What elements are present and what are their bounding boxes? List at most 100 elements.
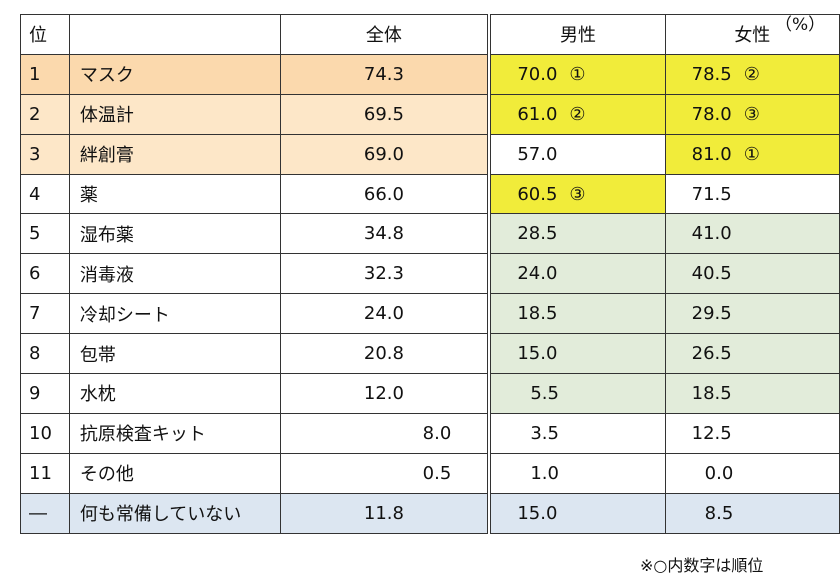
cell-rank: 10 bbox=[20, 412, 70, 454]
cell-all: 32.3 bbox=[279, 253, 490, 295]
table-row: 4 薬 66.0 60.5 ③ 71.5 bbox=[20, 173, 840, 215]
cell-rank: 4 bbox=[20, 173, 70, 215]
cell-female: 40.5 bbox=[664, 253, 840, 295]
ranking-table: 位 全体 男性 女性 1 マスク 74.3 70.0 ① 78.5 ② 2 体温計 … bbox=[20, 14, 840, 534]
cell-all: 34.8 bbox=[279, 213, 490, 255]
cell-item: 何も常備していない bbox=[68, 492, 281, 534]
cell-all: 69.5 bbox=[279, 93, 490, 135]
male-value: 5.5 bbox=[530, 382, 559, 404]
female-value: 78.0 bbox=[691, 103, 732, 125]
male-value: 15.0 bbox=[517, 502, 558, 524]
cell-male: 15.0 bbox=[487, 333, 666, 375]
table-row: 6 消毒液 32.3 24.0 40.5 bbox=[20, 253, 840, 295]
male-rank-mark: ③ bbox=[569, 183, 586, 205]
cell-male: 70.0 ① bbox=[487, 53, 666, 95]
cell-all: 20.8 bbox=[279, 333, 490, 375]
cell-rank: 7 bbox=[20, 293, 70, 335]
cell-female: 81.0 ① bbox=[664, 133, 840, 175]
male-value: 24.0 bbox=[517, 263, 558, 285]
female-value: 78.5 bbox=[691, 63, 732, 85]
header-rank: 位 bbox=[20, 14, 70, 55]
cell-female: 18.5 bbox=[664, 373, 840, 414]
table-row: 5 湿布薬 34.8 28.5 41.0 bbox=[20, 213, 840, 255]
table-row: 10 抗原検査キット 8.0 3.5 12.5 bbox=[20, 412, 840, 454]
cell-female: 29.5 bbox=[664, 293, 840, 335]
table-row: 11 その他 0.5 1.0 0.0 bbox=[20, 452, 840, 494]
header-male: 男性 bbox=[487, 14, 666, 55]
female-value: 26.5 bbox=[691, 343, 732, 365]
female-value: 18.5 bbox=[691, 382, 732, 404]
cell-item: 薬 bbox=[68, 173, 281, 215]
table-row: 9 水枕 12.0 5.5 18.5 bbox=[20, 373, 840, 414]
male-value: 61.0 bbox=[517, 103, 558, 125]
female-value: 41.0 bbox=[691, 223, 732, 245]
male-rank-mark: ② bbox=[569, 103, 586, 125]
female-value: 0.0 bbox=[704, 462, 734, 484]
cell-male: 24.0 bbox=[487, 253, 666, 295]
cell-rank: 9 bbox=[20, 373, 70, 414]
female-rank-mark: ③ bbox=[743, 103, 760, 125]
table-row: 3 絆創膏 69.0 57.0 81.0 ① bbox=[20, 133, 840, 175]
cell-male: 1.0 bbox=[487, 452, 666, 494]
cell-female: 8.5 bbox=[664, 492, 840, 534]
cell-male: 28.5 bbox=[487, 213, 666, 255]
male-value: 15.0 bbox=[517, 343, 558, 365]
table-row: 8 包帯 20.8 15.0 26.5 bbox=[20, 333, 840, 375]
cell-rank: 11 bbox=[20, 452, 70, 494]
female-rank-mark: ① bbox=[743, 143, 760, 165]
cell-rank: 3 bbox=[20, 133, 70, 175]
female-value: 12.5 bbox=[691, 422, 732, 444]
cell-all: 11.8 bbox=[279, 492, 490, 534]
header-female: 女性 bbox=[664, 14, 840, 55]
cell-rank: 6 bbox=[20, 253, 70, 295]
cell-female: 12.5 bbox=[664, 412, 840, 454]
male-value: 28.5 bbox=[517, 223, 558, 245]
table-row: 2 体温計 69.5 61.0 ② 78.0 ③ bbox=[20, 93, 840, 135]
cell-female: 78.5 ② bbox=[664, 53, 840, 95]
cell-item: 冷却シート bbox=[68, 293, 281, 335]
cell-item: 包帯 bbox=[68, 333, 281, 375]
cell-male: 5.5 bbox=[487, 373, 666, 414]
male-rank-mark: ① bbox=[569, 63, 586, 85]
cell-rank: ― bbox=[20, 492, 70, 534]
cell-female: 71.5 bbox=[664, 173, 840, 215]
cell-male: 18.5 bbox=[487, 293, 666, 335]
cell-item: 湿布薬 bbox=[68, 213, 281, 255]
cell-female: 41.0 bbox=[664, 213, 840, 255]
female-value: 29.5 bbox=[691, 303, 732, 325]
cell-all: 69.0 bbox=[279, 133, 490, 175]
female-value: 8.5 bbox=[704, 502, 734, 524]
cell-female: 0.0 bbox=[664, 452, 840, 494]
cell-all: 0.5 bbox=[279, 452, 490, 494]
table-row: ― 何も常備していない 11.8 15.0 8.5 bbox=[20, 492, 840, 534]
cell-item: 絆創膏 bbox=[68, 133, 281, 175]
cell-rank: 1 bbox=[20, 53, 70, 95]
cell-male: 3.5 bbox=[487, 412, 666, 454]
cell-all: 12.0 bbox=[279, 373, 490, 414]
female-value: 81.0 bbox=[691, 143, 732, 165]
male-value: 1.0 bbox=[530, 462, 559, 484]
cell-item: 抗原検査キット bbox=[68, 412, 281, 454]
cell-all: 74.3 bbox=[279, 53, 490, 95]
male-value: 18.5 bbox=[517, 303, 558, 325]
cell-male: 15.0 bbox=[487, 492, 666, 534]
cell-rank: 5 bbox=[20, 213, 70, 255]
cell-item: 消毒液 bbox=[68, 253, 281, 295]
cell-all: 24.0 bbox=[279, 293, 490, 335]
header-all: 全体 bbox=[279, 14, 490, 55]
cell-female: 26.5 bbox=[664, 333, 840, 375]
female-value: 71.5 bbox=[691, 183, 732, 205]
header-row: 位 全体 男性 女性 bbox=[20, 14, 840, 55]
cell-rank: 2 bbox=[20, 93, 70, 135]
male-value: 57.0 bbox=[517, 143, 558, 165]
cell-rank: 8 bbox=[20, 333, 70, 375]
cell-female: 78.0 ③ bbox=[664, 93, 840, 135]
female-rank-mark: ② bbox=[743, 63, 760, 85]
cell-item: その他 bbox=[68, 452, 281, 494]
cell-male: 60.5 ③ bbox=[487, 173, 666, 215]
cell-male: 61.0 ② bbox=[487, 93, 666, 135]
table-row: 1 マスク 74.3 70.0 ① 78.5 ② bbox=[20, 53, 840, 95]
cell-item: 体温計 bbox=[68, 93, 281, 135]
male-value: 70.0 bbox=[517, 63, 558, 85]
male-value: 3.5 bbox=[530, 422, 559, 444]
